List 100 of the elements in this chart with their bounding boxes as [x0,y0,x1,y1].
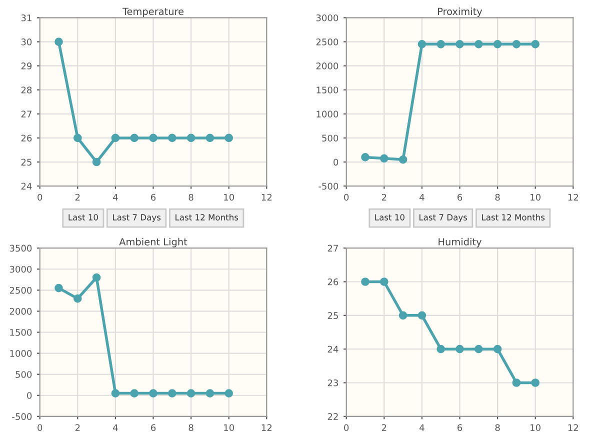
y-tick-label: 24 [328,346,338,353]
point [512,40,521,48]
x-tick-label: 6 [151,424,156,432]
y-tick-label: 28 [21,86,32,94]
point [168,134,176,142]
x-tick-label: 10 [530,424,540,432]
y-tick-label: 25 [328,312,338,319]
text: Last 7 Days [113,214,161,222]
point [418,311,426,320]
y-tick-label: 2500 [316,38,338,46]
x-tick-label: 4 [420,194,424,201]
x-tick-label: 4 [113,424,118,431]
y-tick-label: 30 [21,38,32,46]
text: Last 10 [375,214,404,220]
point [92,273,101,282]
y-tick-label: 26 [21,134,32,142]
y-tick-label: 24 [21,182,32,190]
chart-title: Temperature [122,8,184,17]
x-tick-label: 10 [224,194,234,201]
y-tick-label: 3000 [10,266,32,273]
point [130,389,139,398]
point [54,38,63,46]
x-tick-label: 2 [382,194,386,201]
point [531,40,540,48]
x-tick-label: 6 [458,424,462,432]
y-tick-label: 0 [27,392,32,399]
point [436,40,446,48]
x-tick-label: 6 [458,194,462,201]
y-tick-label: 2000 [316,62,338,70]
point [206,389,214,398]
point [380,154,388,163]
x-tick-label: 12 [262,194,272,201]
point [418,40,426,48]
point [456,344,464,354]
x-tick-label: 8 [188,194,194,201]
y-tick-label: 27 [328,244,338,252]
x-tick-label: 8 [188,424,194,432]
point [73,134,82,142]
y-tick-label: 27 [21,110,32,118]
point [398,311,408,320]
y-tick-label: 1500 [316,86,338,94]
x-tick-label: 8 [495,424,500,432]
y-tick-label: 0 [334,158,338,166]
point [111,134,120,142]
x-tick-label: 12 [568,424,578,431]
y-tick-label: 1000 [10,350,32,357]
point [149,389,158,398]
point [149,134,158,142]
point [361,153,370,162]
x-tick-label: 12 [568,194,578,201]
point [531,378,540,387]
y-tick-label: 500 [16,371,32,378]
point [380,278,388,286]
point [474,40,483,48]
point [168,389,176,398]
point [54,284,63,292]
point [186,389,196,398]
x-tick-label: 0 [344,424,349,432]
x-tick-label: 12 [262,424,272,431]
text: Last 10 [68,214,98,220]
y-tick-label: 2000 [10,308,32,315]
x-tick-label: 4 [420,424,424,431]
y-tick-label: 26 [328,278,338,286]
x-tick-label: 0 [38,424,42,432]
y-tick-label: 25 [21,158,32,166]
y-tick-label: 31 [21,14,32,22]
x-tick-label: 6 [151,194,156,201]
point [206,134,214,142]
y-tick-label: 23 [328,379,338,386]
y-tick-label: -500 [12,413,32,420]
point [493,40,502,48]
x-tick-label: 10 [530,194,540,201]
point [224,134,234,142]
y-tick-label: 3000 [316,14,338,22]
y-tick-label: 2500 [10,286,32,294]
text: Last 12 Months [482,214,545,220]
y-tick-label: 1000 [316,110,338,118]
text: Last 7 Days [420,214,468,222]
x-tick-label: 0 [38,194,42,201]
point [111,389,120,398]
chart-title: Humidity [438,238,482,248]
point [130,134,139,142]
x-tick-label: 2 [75,424,80,431]
point [224,389,234,398]
x-tick-label: 2 [382,424,386,431]
point [512,378,521,387]
chart-title: Proximity [438,8,482,17]
point [493,344,502,354]
y-tick-label: 500 [322,134,338,142]
y-tick-label: 3500 [10,244,32,252]
point [474,344,483,354]
x-tick-label: 2 [75,194,80,201]
point [398,155,408,164]
point [73,294,82,303]
point [186,134,196,142]
chart-title: Ambient Light [119,238,188,248]
x-tick-label: 8 [495,194,500,201]
point [361,278,370,286]
text: Last 12 Months [176,214,238,220]
point [436,344,446,354]
